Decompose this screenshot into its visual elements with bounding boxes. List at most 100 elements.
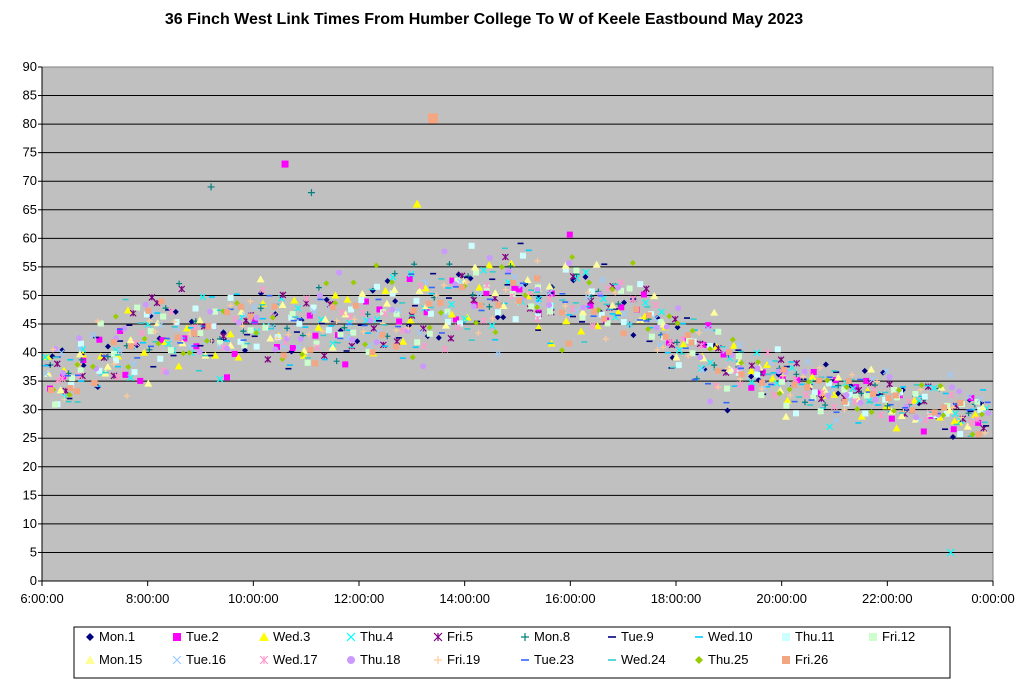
data-point xyxy=(465,273,472,280)
data-point xyxy=(182,324,191,332)
data-point xyxy=(890,407,897,414)
data-point xyxy=(569,254,576,261)
data-point xyxy=(426,324,433,331)
legend-marker xyxy=(85,655,95,664)
data-point xyxy=(652,301,660,309)
data-point xyxy=(362,341,369,348)
data-point xyxy=(697,354,704,361)
data-point xyxy=(494,309,501,316)
data-point xyxy=(642,285,650,293)
data-point xyxy=(629,295,637,303)
data-point xyxy=(645,312,652,319)
data-point xyxy=(94,318,101,325)
data-point xyxy=(157,355,164,362)
data-point xyxy=(562,266,569,273)
data-point xyxy=(791,376,799,383)
y-tick-label: 70 xyxy=(23,173,37,188)
data-point xyxy=(870,391,877,398)
data-point xyxy=(224,309,231,316)
data-point xyxy=(452,316,459,323)
data-point xyxy=(470,263,479,271)
data-point xyxy=(912,390,919,397)
data-point xyxy=(735,353,742,360)
data-point xyxy=(846,391,853,398)
x-tick-label: 12:00:00 xyxy=(334,591,385,606)
y-tick-label: 50 xyxy=(23,287,37,302)
data-point xyxy=(957,399,964,406)
x-tick-label: 14:00:00 xyxy=(439,591,490,606)
data-point xyxy=(409,354,416,361)
data-point xyxy=(333,358,340,365)
data-point xyxy=(341,310,350,318)
y-tick-label: 65 xyxy=(23,202,37,217)
data-point xyxy=(389,290,396,297)
data-point xyxy=(274,334,281,341)
data-point xyxy=(650,292,659,300)
data-point xyxy=(269,314,276,321)
data-point xyxy=(160,313,167,320)
y-tick-label: 5 xyxy=(30,544,37,559)
data-point xyxy=(505,268,512,275)
data-point xyxy=(167,347,174,354)
y-tick-label: 10 xyxy=(23,516,37,531)
data-point xyxy=(297,335,304,342)
data-point xyxy=(50,346,57,353)
legend-item: Tue.23 xyxy=(521,652,574,667)
data-point xyxy=(637,281,644,288)
data-point xyxy=(802,391,810,399)
data-point xyxy=(197,330,204,337)
data-point xyxy=(58,375,66,383)
data-point xyxy=(672,353,681,361)
data-point xyxy=(319,328,326,335)
data-point xyxy=(271,303,278,310)
data-point xyxy=(509,290,516,297)
data-point xyxy=(329,304,336,311)
legend-item: Fri.12 xyxy=(869,629,915,644)
data-point xyxy=(463,279,470,286)
data-point xyxy=(60,373,67,380)
data-point xyxy=(110,372,118,380)
data-point xyxy=(116,347,124,355)
data-point xyxy=(241,342,248,349)
data-point xyxy=(614,308,623,316)
data-point xyxy=(364,311,371,318)
data-point xyxy=(629,259,636,266)
data-point xyxy=(618,287,625,294)
data-point xyxy=(715,328,722,335)
data-point xyxy=(473,269,480,276)
data-point xyxy=(559,347,566,354)
data-point xyxy=(278,295,285,302)
data-point xyxy=(158,298,165,305)
data-point xyxy=(782,412,791,420)
data-point xyxy=(748,362,756,370)
data-point xyxy=(724,365,731,372)
x-tick-label: 0:00:00 xyxy=(971,591,1014,606)
data-point xyxy=(247,298,254,305)
legend-marker xyxy=(172,655,182,665)
data-point xyxy=(663,323,670,330)
y-tick-label: 45 xyxy=(23,316,37,331)
data-point xyxy=(975,419,982,426)
data-point xyxy=(262,324,269,331)
data-point xyxy=(920,428,927,435)
data-point xyxy=(930,384,938,392)
data-point xyxy=(561,261,570,269)
data-point xyxy=(114,373,122,381)
data-point xyxy=(420,363,427,370)
data-point xyxy=(325,327,332,334)
data-point xyxy=(707,343,714,350)
data-point xyxy=(226,330,235,338)
data-point xyxy=(53,360,61,368)
data-point xyxy=(783,402,790,409)
data-point xyxy=(75,350,84,358)
legend-label: Wed.24 xyxy=(621,652,666,667)
data-point xyxy=(653,324,660,331)
data-point xyxy=(562,317,571,325)
data-point xyxy=(593,322,602,330)
data-point xyxy=(892,392,899,399)
data-point xyxy=(437,299,444,306)
data-point xyxy=(77,340,84,347)
data-point xyxy=(399,327,406,334)
data-point xyxy=(427,113,438,124)
